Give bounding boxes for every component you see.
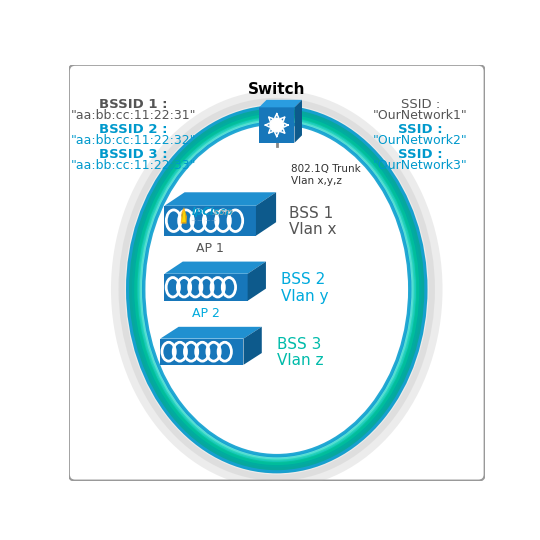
- FancyBboxPatch shape: [165, 274, 248, 301]
- FancyBboxPatch shape: [165, 206, 256, 235]
- Text: BSSID 1 :: BSSID 1 :: [99, 98, 167, 111]
- Text: IpCisco: IpCisco: [192, 207, 233, 218]
- Text: ~~ ~~: ~~ ~~: [191, 218, 217, 224]
- Text: SSID :: SSID :: [398, 123, 442, 136]
- Text: "aa:bb:cc:11:22:32": "aa:bb:cc:11:22:32": [71, 134, 196, 147]
- Text: 802.1Q Trunk
Vlan x,y,z: 802.1Q Trunk Vlan x,y,z: [291, 164, 361, 186]
- Text: BSS 2: BSS 2: [281, 272, 325, 287]
- Polygon shape: [244, 327, 262, 365]
- Polygon shape: [181, 207, 187, 224]
- Text: BSS 1: BSS 1: [289, 206, 334, 221]
- Polygon shape: [248, 261, 266, 301]
- Text: SSID :: SSID :: [398, 148, 442, 161]
- Text: "OurNetwork3": "OurNetwork3": [373, 159, 468, 172]
- Polygon shape: [165, 192, 276, 206]
- FancyBboxPatch shape: [69, 65, 485, 481]
- Polygon shape: [160, 327, 262, 339]
- Text: "OurNetwork2": "OurNetwork2": [373, 134, 468, 147]
- FancyBboxPatch shape: [259, 107, 294, 143]
- Text: Vlan z: Vlan z: [277, 353, 323, 368]
- Text: BSSID 2 :: BSSID 2 :: [99, 123, 167, 136]
- Text: Vlan y: Vlan y: [281, 289, 328, 304]
- Circle shape: [270, 118, 284, 132]
- Polygon shape: [182, 210, 186, 222]
- Polygon shape: [294, 100, 302, 143]
- Text: Switch: Switch: [248, 82, 306, 97]
- Text: BSS 3: BSS 3: [277, 337, 321, 352]
- Text: AP 2: AP 2: [192, 307, 220, 320]
- Polygon shape: [256, 192, 276, 235]
- Text: "OurNetwork1": "OurNetwork1": [373, 109, 468, 122]
- Polygon shape: [165, 261, 266, 274]
- Text: "aa:bb:cc:11:22:31": "aa:bb:cc:11:22:31": [71, 109, 196, 122]
- Text: BSSID 3 :: BSSID 3 :: [99, 148, 167, 161]
- Text: "aa:bb:cc:11:22:33": "aa:bb:cc:11:22:33": [71, 159, 196, 172]
- Text: .com: .com: [212, 208, 234, 217]
- Text: AP 1: AP 1: [196, 242, 224, 255]
- Text: Vlan x: Vlan x: [289, 222, 337, 238]
- FancyBboxPatch shape: [160, 339, 244, 365]
- Ellipse shape: [154, 132, 400, 447]
- Polygon shape: [259, 100, 302, 107]
- Text: SSID :: SSID :: [401, 98, 440, 111]
